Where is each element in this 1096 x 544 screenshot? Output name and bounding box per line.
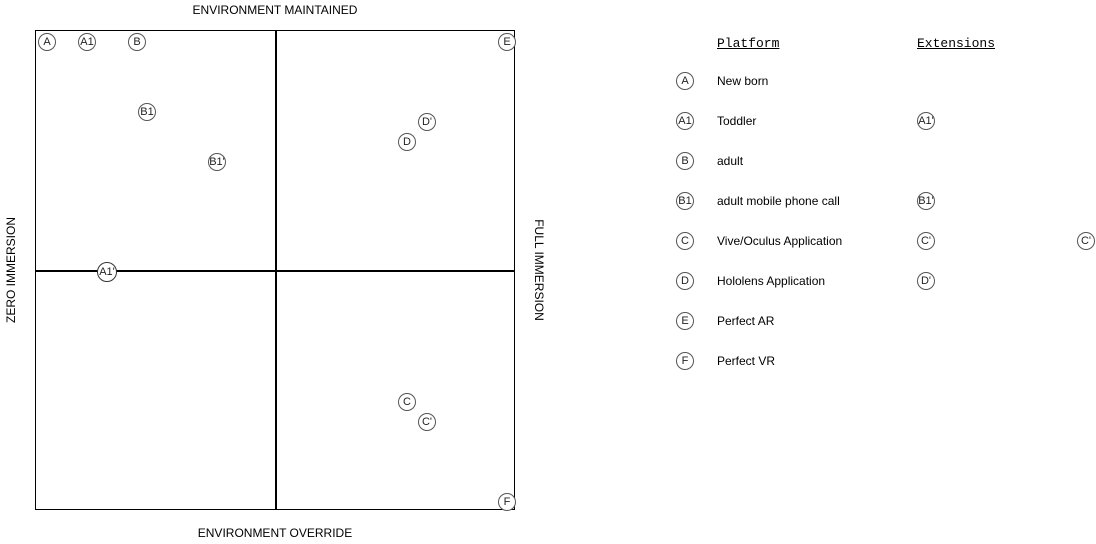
extension-a1-prime: A1' [917, 112, 935, 130]
extension-b1-prime: B1' [917, 192, 935, 210]
point-c-prime[interactable]: C' [418, 413, 436, 431]
point-a1[interactable]: A1 [78, 33, 96, 51]
legend-label: Toddler [717, 114, 757, 128]
legend-label: Vive/Oculus Application [717, 234, 843, 248]
legend-label: Hololens Application [717, 274, 826, 288]
legend-marker: E [676, 312, 694, 330]
legend-label: Perfect VR [717, 354, 776, 368]
legend-marker: F [676, 352, 694, 370]
legend-marker: C [676, 232, 694, 250]
legend-label: Perfect AR [717, 314, 775, 328]
horizontal-divider [36, 270, 514, 272]
platform-header: Platform [717, 36, 780, 51]
point-d-prime[interactable]: D' [418, 113, 436, 131]
legend-label: adult [717, 154, 744, 168]
extension-d-prime: D' [917, 272, 935, 290]
legend-marker: A [676, 72, 694, 90]
point-f[interactable]: F [498, 493, 516, 511]
point-b1-prime[interactable]: B1' [208, 153, 226, 171]
point-a1-prime[interactable]: A1' [97, 262, 117, 282]
legend-marker: D [676, 272, 694, 290]
axis-label-top: ENVIRONMENT MAINTAINED [192, 3, 358, 17]
legend-marker: B1 [676, 192, 694, 210]
point-b1[interactable]: B1 [138, 103, 156, 121]
point-d[interactable]: D [398, 133, 416, 151]
quadrant-chart: A A1 B B1 B1' E D' D A1' C C' F [35, 30, 516, 511]
legend-label: adult mobile phone call [717, 194, 840, 208]
extensions-header: Extensions [917, 36, 996, 51]
legend-marker: A1 [676, 112, 694, 130]
point-b[interactable]: B [128, 33, 146, 51]
point-c[interactable]: C [398, 393, 416, 411]
axis-label-bottom: ENVIRONMENT OVERRIDE [197, 526, 353, 540]
legend-label: New born [717, 74, 769, 88]
axis-label-left: ZERO IMMERSION [4, 216, 18, 324]
point-e[interactable]: E [498, 33, 516, 51]
axis-label-right: FULL IMMERSION [532, 219, 546, 321]
legend-marker: B [676, 152, 694, 170]
extension-c-prime-far: C' [1077, 232, 1095, 250]
extension-c-prime: C' [917, 232, 935, 250]
point-a[interactable]: A [38, 33, 56, 51]
